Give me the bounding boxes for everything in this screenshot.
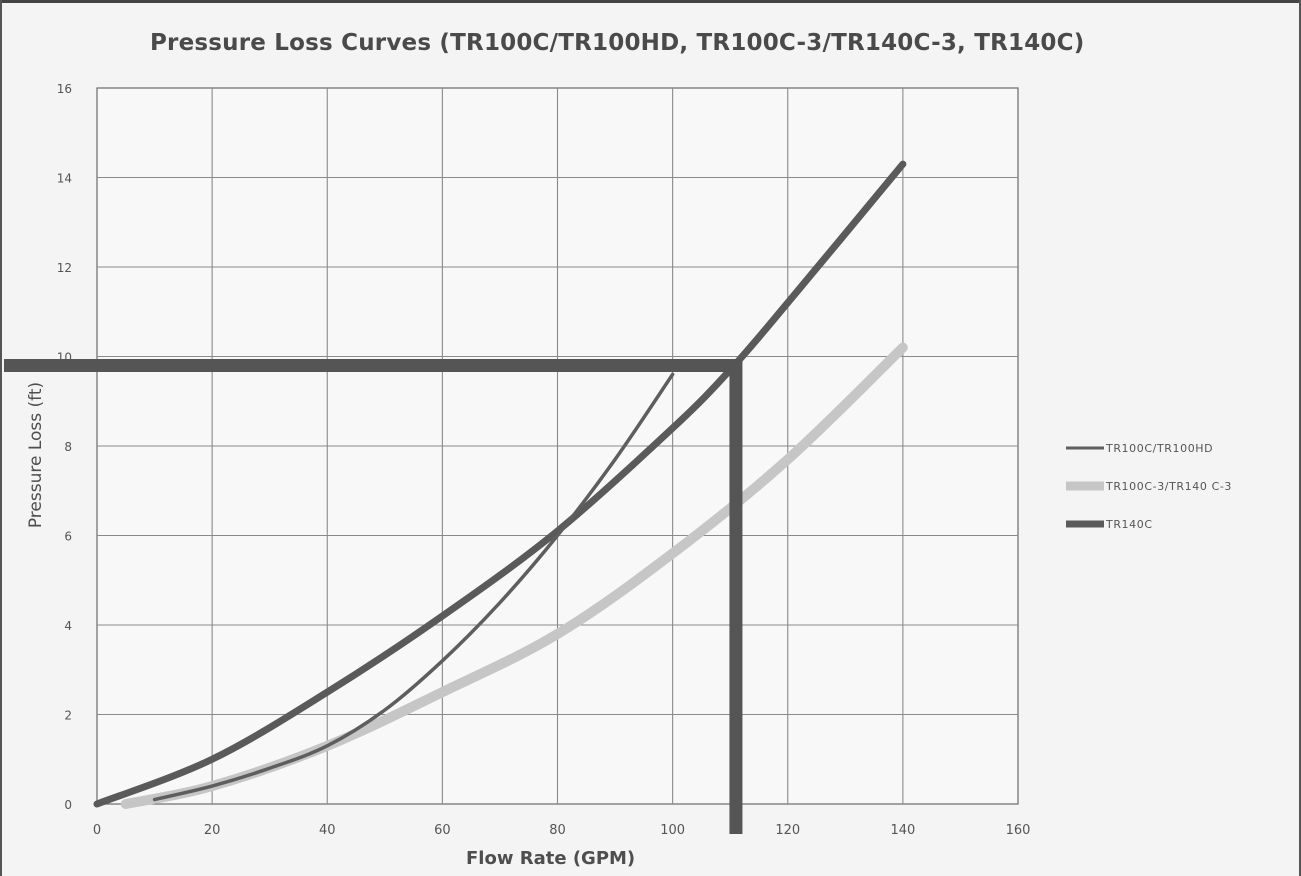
y-tick-label: 6 bbox=[64, 530, 72, 544]
y-tick-label: 14 bbox=[57, 172, 72, 186]
y-tick-label: 0 bbox=[64, 798, 72, 812]
frame-border-left bbox=[0, 0, 2, 876]
x-tick-label: 120 bbox=[775, 823, 800, 838]
y-axis-label: Pressure Loss (ft) bbox=[26, 381, 46, 529]
x-tick-label: 160 bbox=[1006, 823, 1031, 838]
series-line-0 bbox=[152, 372, 675, 802]
x-tick-label: 80 bbox=[549, 823, 566, 838]
series-layer bbox=[93, 160, 908, 809]
y-tick-label: 16 bbox=[57, 82, 72, 96]
legend-layer: TR100C/TR100HD TR100C-3/TR140 C-3 TR140C bbox=[1066, 442, 1232, 531]
x-tick-label: 60 bbox=[434, 823, 451, 838]
y-tick-label: 12 bbox=[57, 261, 72, 275]
x-tick-label: 20 bbox=[204, 823, 221, 838]
y-tick-label: 8 bbox=[64, 440, 72, 454]
x-tick-label: 40 bbox=[319, 823, 336, 838]
y-tick-label: 4 bbox=[64, 619, 72, 633]
legend-label-2: TR140C bbox=[1105, 518, 1153, 531]
legend-label-1: TR100C-3/TR140 C-3 bbox=[1105, 480, 1232, 493]
legend-label-0: TR100C/TR100HD bbox=[1105, 442, 1213, 455]
y-tick-label: 2 bbox=[64, 709, 72, 723]
frame-border-top bbox=[0, 0, 1301, 3]
x-tick-label: 100 bbox=[660, 823, 685, 838]
x-axis-label: Flow Rate (GPM) bbox=[466, 848, 636, 869]
chart-title: Pressure Loss Curves (TR100C/TR100HD, TR… bbox=[150, 30, 1085, 56]
annotation-layer bbox=[4, 358, 743, 834]
x-tick-label: 0 bbox=[93, 823, 101, 838]
series-line-2 bbox=[93, 160, 907, 808]
x-tick-label: 140 bbox=[890, 823, 915, 838]
frame-border-right bbox=[1299, 0, 1301, 876]
